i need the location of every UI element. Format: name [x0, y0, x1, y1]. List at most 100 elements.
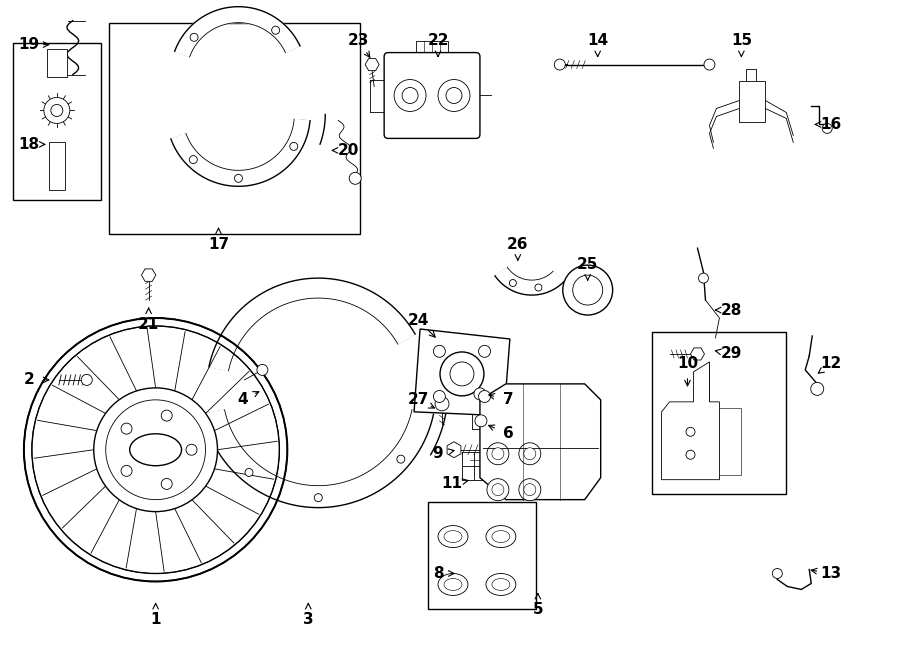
Polygon shape	[662, 362, 719, 480]
Circle shape	[823, 123, 832, 134]
Circle shape	[438, 79, 470, 111]
Circle shape	[402, 87, 418, 103]
Text: 7: 7	[502, 393, 513, 407]
Circle shape	[440, 352, 484, 396]
Circle shape	[450, 362, 474, 386]
Polygon shape	[203, 410, 434, 508]
Circle shape	[161, 410, 172, 421]
Circle shape	[189, 156, 197, 164]
Text: 3: 3	[303, 612, 313, 627]
Polygon shape	[495, 267, 563, 295]
Circle shape	[434, 391, 446, 402]
Circle shape	[698, 273, 708, 283]
Circle shape	[519, 443, 541, 465]
Circle shape	[434, 346, 446, 357]
Circle shape	[474, 388, 486, 400]
Bar	[49, 142, 65, 190]
Ellipse shape	[486, 526, 516, 547]
Circle shape	[397, 455, 405, 463]
Circle shape	[24, 318, 287, 581]
Polygon shape	[690, 348, 705, 360]
Polygon shape	[209, 278, 415, 371]
Text: 13: 13	[821, 566, 842, 581]
Polygon shape	[141, 269, 156, 281]
Polygon shape	[365, 58, 379, 71]
Circle shape	[235, 174, 242, 182]
Polygon shape	[447, 442, 461, 457]
Text: 20: 20	[338, 143, 359, 158]
Circle shape	[50, 105, 63, 117]
Text: 8: 8	[433, 566, 444, 581]
Text: 21: 21	[138, 316, 159, 332]
Circle shape	[535, 284, 542, 291]
Circle shape	[487, 479, 508, 500]
Text: 1: 1	[150, 612, 161, 627]
Circle shape	[161, 479, 172, 489]
Circle shape	[446, 87, 462, 103]
Circle shape	[479, 391, 490, 402]
Text: 10: 10	[677, 356, 698, 371]
Text: 26: 26	[507, 237, 528, 252]
Bar	[47, 48, 67, 77]
Circle shape	[479, 346, 490, 357]
Bar	[652, 332, 787, 494]
Circle shape	[524, 484, 536, 496]
Circle shape	[686, 450, 695, 459]
Ellipse shape	[444, 579, 462, 591]
Text: 28: 28	[721, 303, 742, 318]
Bar	[109, 23, 360, 234]
Circle shape	[272, 26, 280, 34]
Circle shape	[44, 97, 70, 123]
Text: 12: 12	[821, 356, 842, 371]
Circle shape	[487, 443, 508, 465]
Circle shape	[81, 375, 93, 385]
Circle shape	[519, 479, 541, 500]
Ellipse shape	[444, 530, 462, 543]
Text: 2: 2	[23, 373, 34, 387]
Circle shape	[122, 465, 132, 477]
Ellipse shape	[486, 573, 516, 595]
Polygon shape	[171, 119, 310, 186]
Text: 14: 14	[587, 33, 608, 48]
Circle shape	[245, 469, 253, 477]
Circle shape	[509, 279, 517, 287]
Circle shape	[492, 448, 504, 459]
Circle shape	[349, 172, 361, 184]
Text: 11: 11	[442, 476, 463, 491]
Text: 23: 23	[347, 33, 369, 48]
Ellipse shape	[130, 434, 182, 465]
Circle shape	[475, 415, 487, 427]
Text: 17: 17	[208, 237, 229, 252]
Text: 25: 25	[577, 257, 598, 271]
Circle shape	[772, 569, 782, 579]
Circle shape	[94, 388, 218, 512]
Text: 19: 19	[18, 37, 40, 52]
Circle shape	[394, 79, 426, 111]
Circle shape	[190, 33, 198, 41]
Circle shape	[492, 484, 504, 496]
Text: 27: 27	[408, 393, 428, 407]
Circle shape	[554, 59, 565, 70]
Circle shape	[524, 448, 536, 459]
Circle shape	[186, 444, 197, 455]
Ellipse shape	[492, 530, 510, 543]
Bar	[740, 81, 765, 122]
Ellipse shape	[438, 573, 468, 595]
Polygon shape	[175, 7, 300, 57]
Circle shape	[290, 142, 298, 150]
Ellipse shape	[438, 526, 468, 547]
Circle shape	[562, 265, 613, 315]
Text: 29: 29	[721, 346, 742, 361]
Polygon shape	[414, 329, 510, 416]
Circle shape	[704, 59, 715, 70]
Circle shape	[572, 275, 603, 305]
Circle shape	[314, 494, 322, 502]
FancyBboxPatch shape	[384, 52, 480, 138]
Text: 9: 9	[433, 446, 444, 461]
Text: 18: 18	[18, 137, 40, 152]
Text: 5: 5	[533, 602, 543, 617]
Text: 4: 4	[237, 393, 248, 407]
Bar	[428, 502, 536, 610]
Circle shape	[122, 423, 132, 434]
Text: 16: 16	[821, 117, 842, 132]
